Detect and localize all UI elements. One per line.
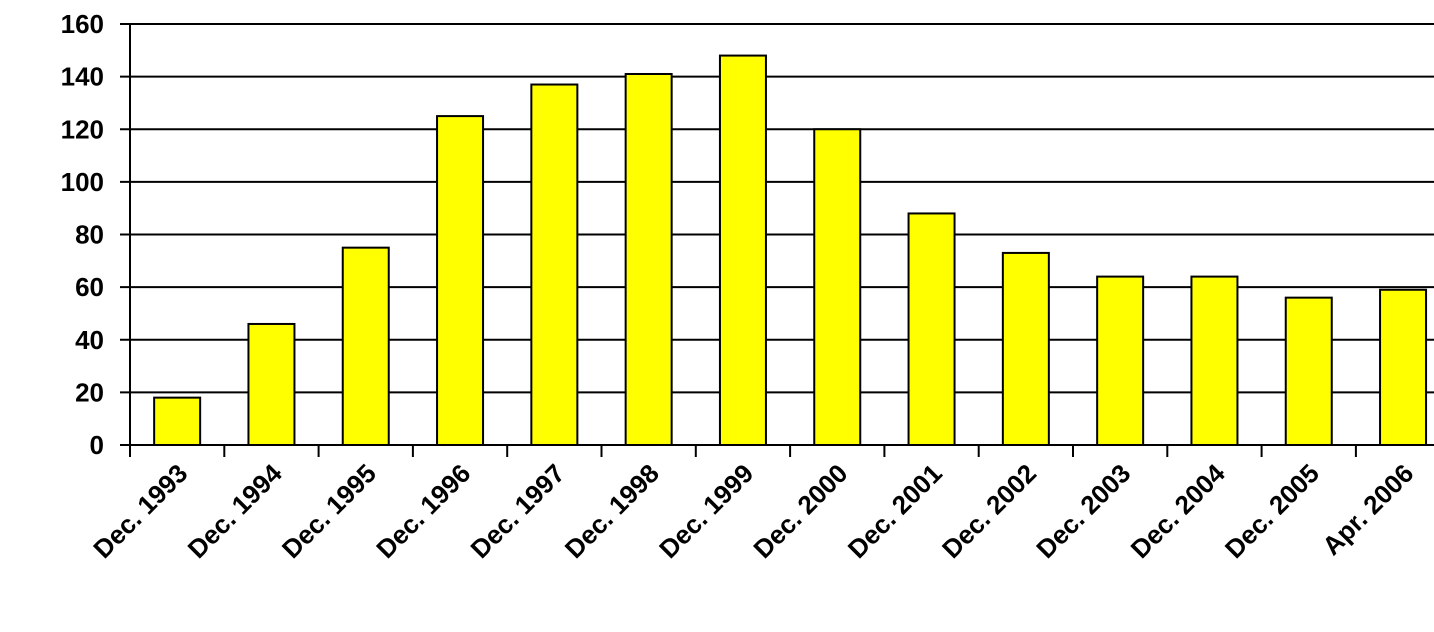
bar <box>153 396 202 447</box>
x-tick-label: Dec. 2002 <box>936 458 1042 564</box>
bar <box>530 83 579 447</box>
bar <box>1096 275 1145 446</box>
bar <box>1190 275 1239 446</box>
y-tick-label: 40 <box>75 325 104 355</box>
bar <box>718 54 767 446</box>
bar <box>907 212 956 446</box>
x-tick-label: Dec. 2001 <box>842 458 948 564</box>
bar <box>1001 251 1050 446</box>
bar <box>1284 296 1333 446</box>
y-tick-label: 60 <box>75 272 104 302</box>
bar <box>341 246 390 446</box>
bar <box>813 128 862 446</box>
y-tick-label: 160 <box>61 9 104 39</box>
bar <box>624 72 673 447</box>
y-tick-label: 120 <box>61 114 104 144</box>
y-tick-label: 20 <box>75 377 104 407</box>
x-tick-label: Dec. 1997 <box>465 458 571 564</box>
bar <box>1379 288 1428 446</box>
x-tick-label: Apr. 2006 <box>1316 458 1419 561</box>
x-tick-label: Dec. 1995 <box>276 458 382 564</box>
x-tick-label: Dec. 2005 <box>1219 458 1325 564</box>
y-tick-label: 100 <box>61 167 104 197</box>
x-tick-label: Dec. 2003 <box>1030 458 1136 564</box>
x-tick-label: Dec. 1998 <box>559 458 665 564</box>
axes <box>120 23 1434 457</box>
y-tick-labels: 0 20 40 60 80 100 120 140 160 <box>61 9 104 460</box>
x-tick-label: Dec. 1996 <box>370 458 476 564</box>
x-tick-label: Dec. 1994 <box>182 458 288 564</box>
y-tick-label: 0 <box>90 430 104 460</box>
x-tick-label: Dec. 1999 <box>653 458 759 564</box>
x-tick-label: Dec. 2000 <box>747 458 853 564</box>
bar <box>247 322 296 446</box>
bars <box>153 54 1428 447</box>
y-tick-label: 80 <box>75 220 104 250</box>
x-tick-label: Dec. 2004 <box>1125 458 1231 564</box>
x-tick-label: Dec. 1993 <box>87 458 193 564</box>
bar <box>436 115 485 446</box>
y-tick-label: 140 <box>61 62 104 92</box>
